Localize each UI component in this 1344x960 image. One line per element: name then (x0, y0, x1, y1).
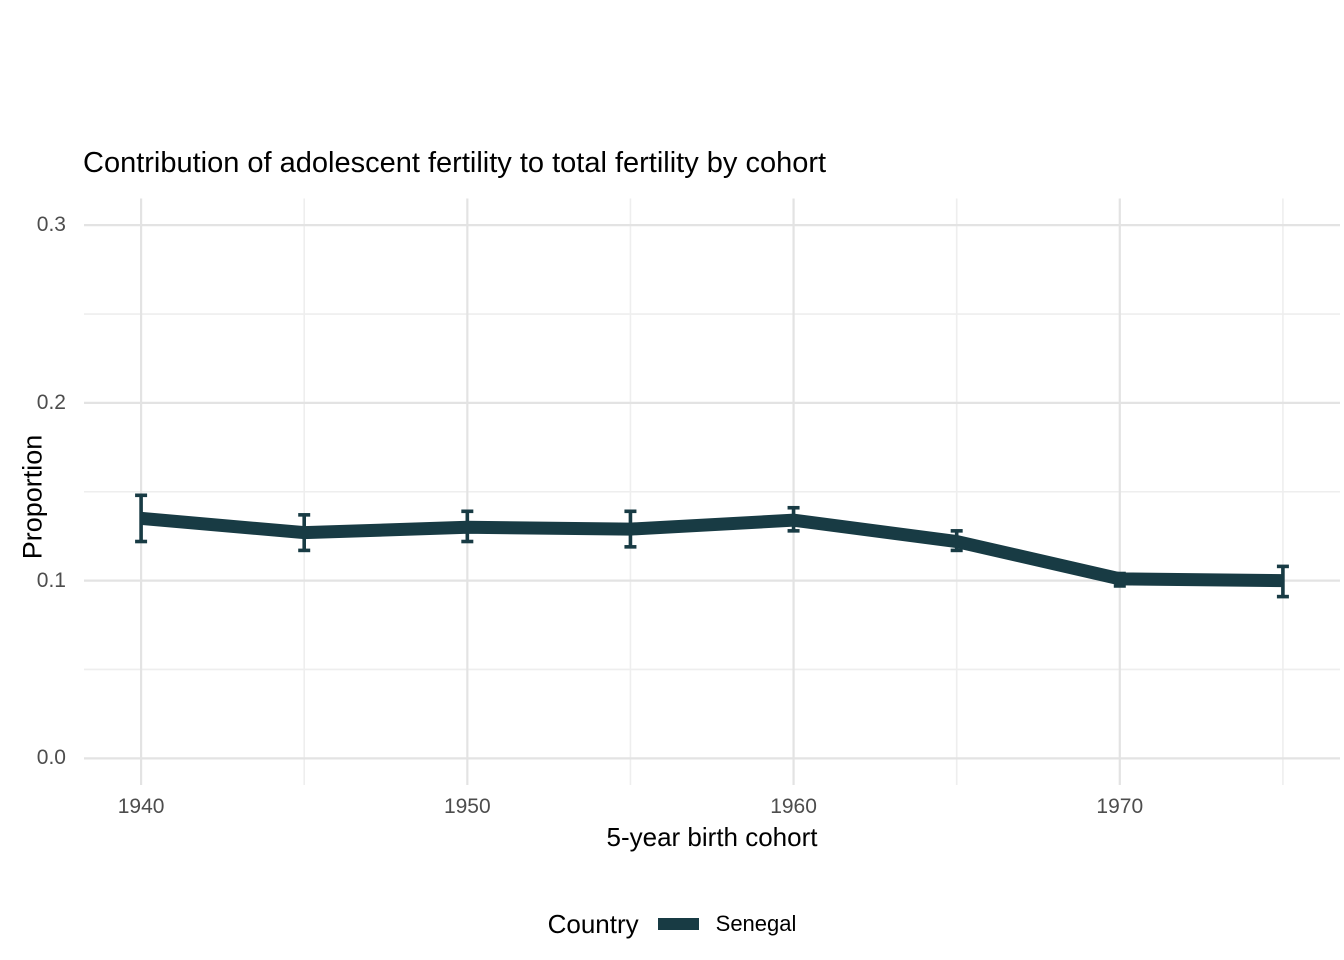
y-tick-label: 0.1 (36, 568, 66, 592)
chart-title: Contribution of adolescent fertility to … (83, 147, 827, 179)
x-axis-title: 5-year birth cohort (606, 822, 818, 852)
x-tick-label: 1960 (770, 795, 817, 818)
legend-line-swatch (657, 918, 699, 930)
x-tick-label: 1940 (117, 795, 165, 818)
x-tick-label: 1970 (1096, 795, 1144, 818)
y-tick-label: 0.2 (36, 390, 66, 414)
legend: Country Senegal (0, 903, 1344, 945)
x-tick-label: 1950 (443, 795, 491, 818)
y-tick-label: 0.3 (36, 213, 66, 237)
legend-title: Country (547, 908, 639, 939)
legend-entry-label: Senegal (715, 911, 797, 936)
series-line-senegal (140, 511, 1283, 588)
y-tick-label: 0.0 (36, 746, 66, 770)
